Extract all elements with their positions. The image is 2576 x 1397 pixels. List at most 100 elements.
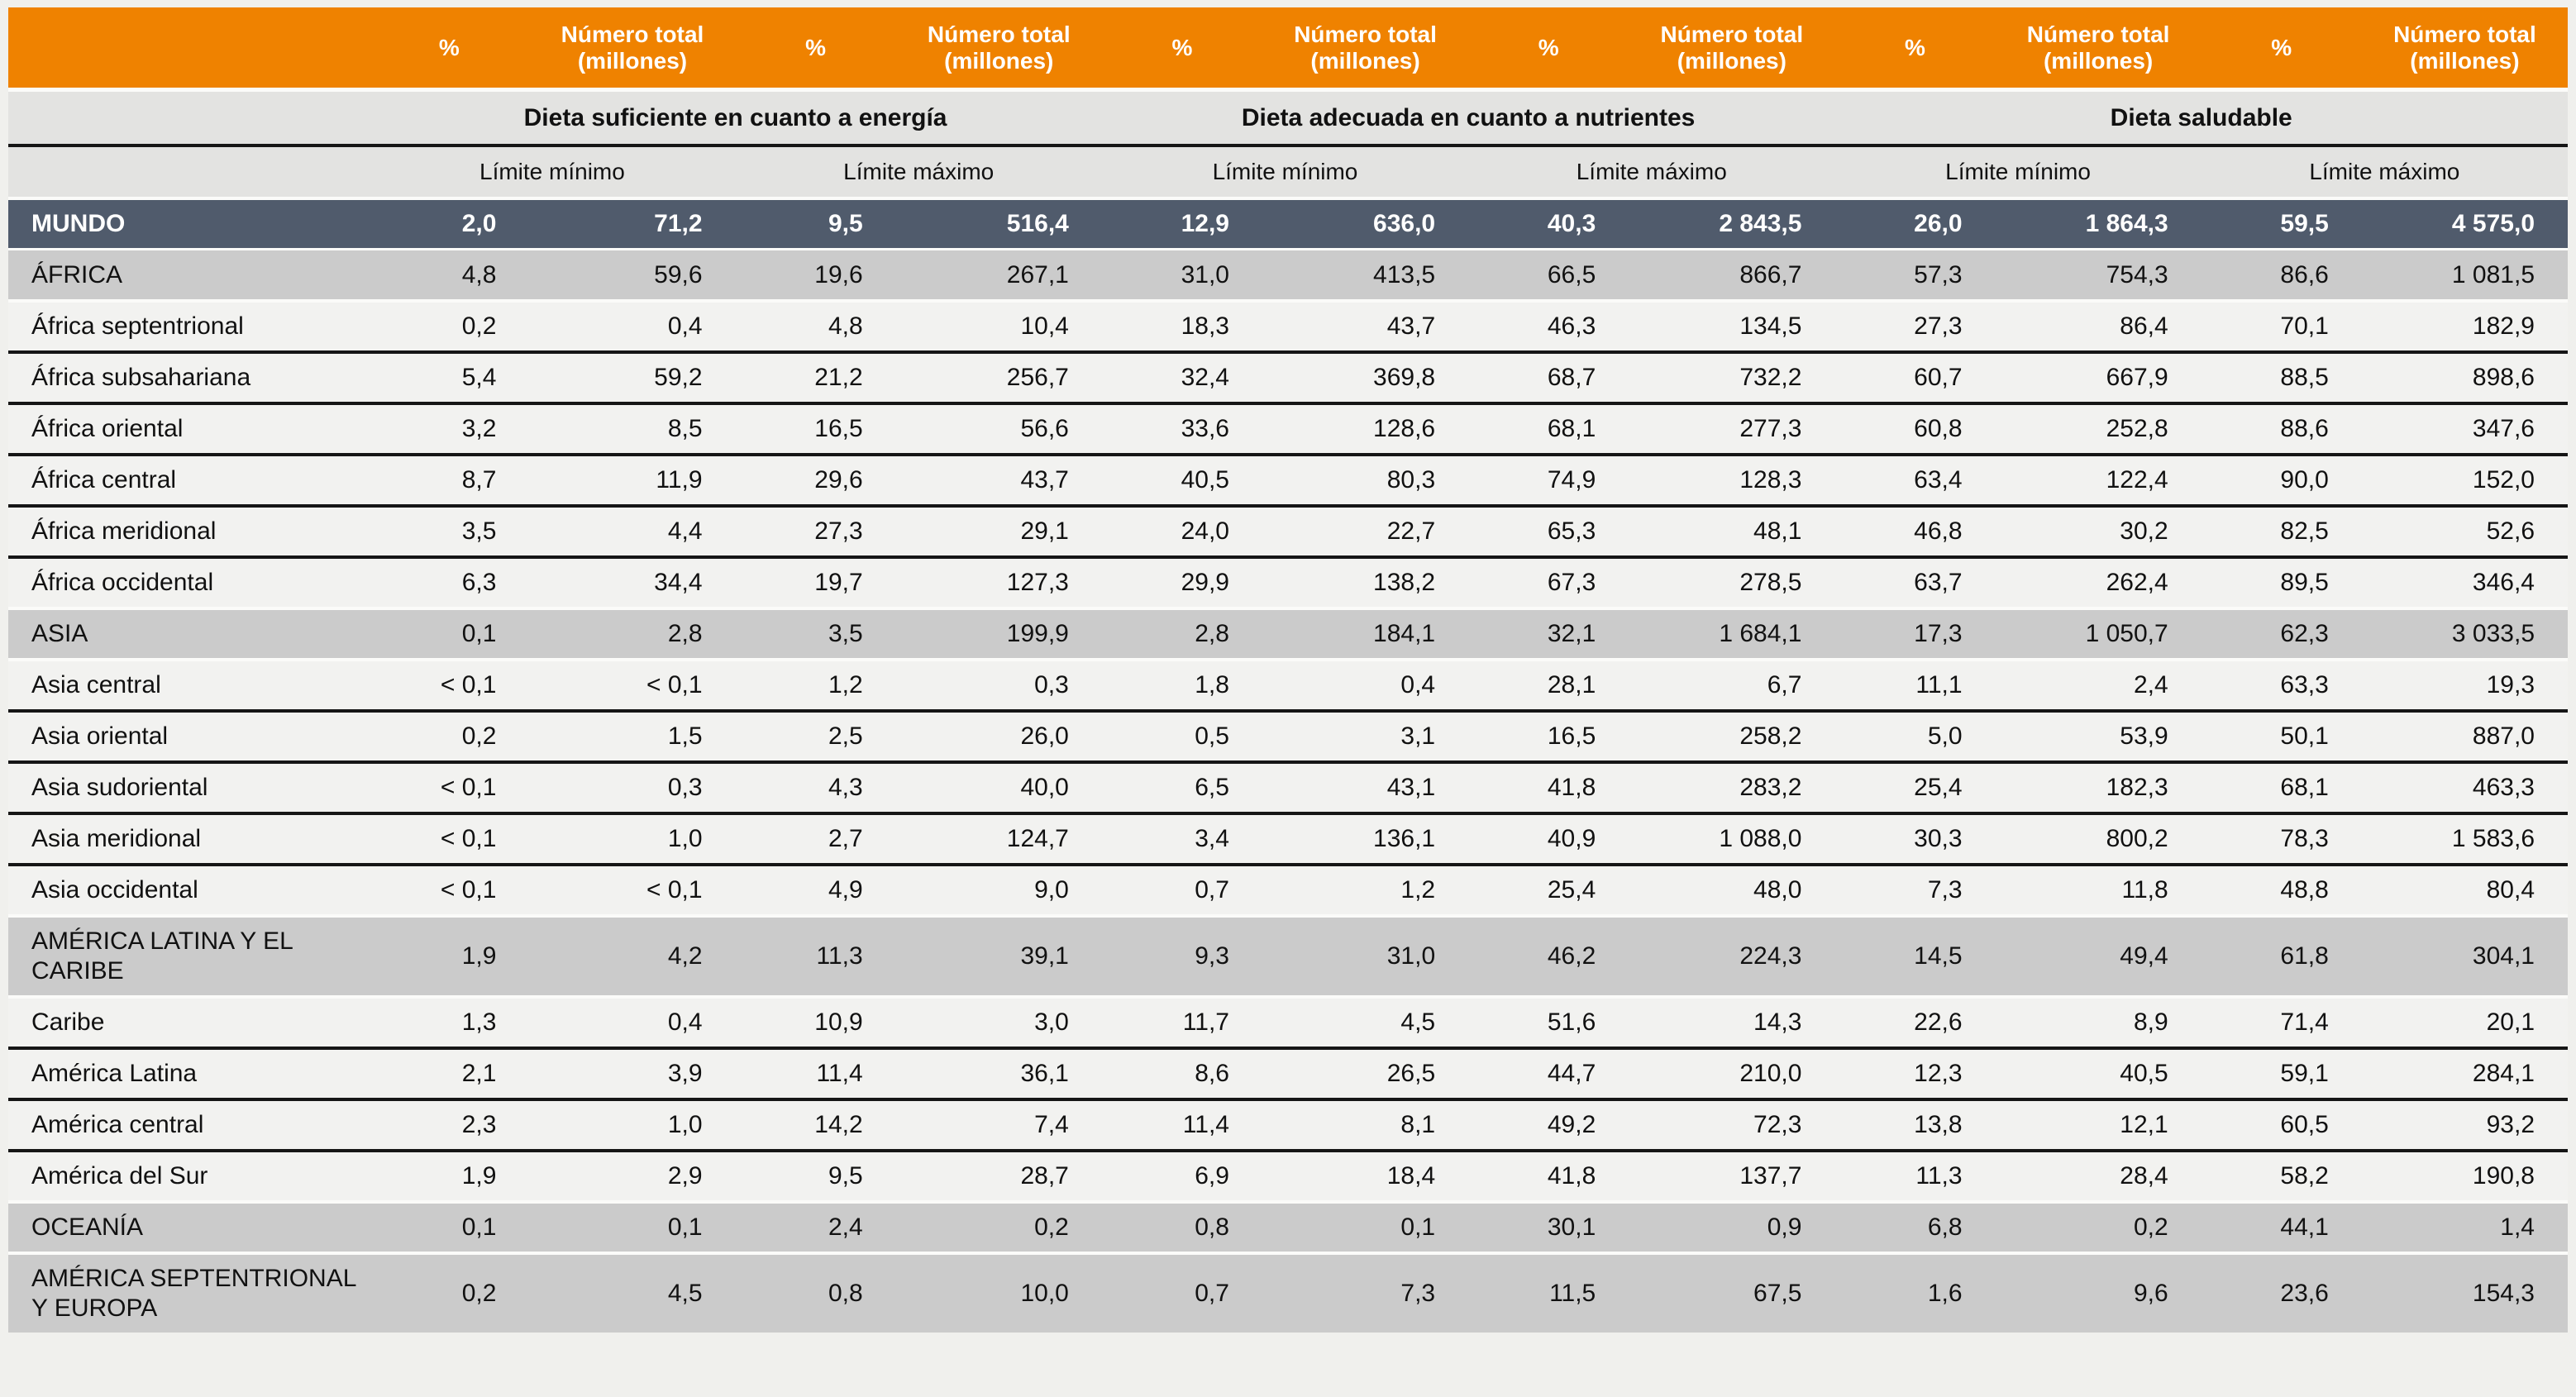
value-cell: 20,1 (2361, 995, 2568, 1047)
value-cell: 40,3 (1468, 197, 1629, 248)
value-cell: 31,0 (1262, 914, 1469, 995)
table-row: África meridional 3,5 4,4 27,3 29,1 24,0 22,7 6… (8, 504, 2568, 555)
value-cell: 6,9 (1101, 1149, 1262, 1200)
value-cell: 27,3 (735, 504, 896, 555)
value-cell: 63,4 (1834, 453, 1996, 504)
percent-header: % (369, 7, 530, 88)
value-cell: 0,5 (1101, 709, 1262, 760)
row-label: África subsahariana (8, 350, 370, 402)
value-cell: 59,2 (529, 350, 736, 402)
value-cell: 89,5 (2201, 555, 2362, 607)
group-header-healthy: Dieta saludable (1834, 88, 2568, 144)
value-cell: 9,3 (1101, 914, 1262, 995)
value-cell: 304,1 (2361, 914, 2568, 995)
value-cell: 74,9 (1468, 453, 1629, 504)
value-cell: 41,8 (1468, 760, 1629, 812)
value-cell: 4,2 (529, 914, 736, 995)
value-cell: 48,0 (1629, 863, 1835, 914)
value-cell: 1,6 (1834, 1252, 1996, 1333)
value-cell: 7,3 (1262, 1252, 1469, 1333)
value-cell: 0,3 (895, 658, 1102, 709)
value-cell: 19,6 (735, 248, 896, 299)
value-cell: 2,3 (369, 1098, 530, 1149)
value-cell: 14,5 (1834, 914, 1996, 995)
value-cell: 1 081,5 (2361, 248, 2568, 299)
value-cell: 128,3 (1629, 453, 1835, 504)
value-cell: 887,0 (2361, 709, 2568, 760)
corner-cell (8, 88, 370, 144)
limit-min-header: Límite mínimo (369, 144, 736, 197)
value-cell: 33,6 (1101, 402, 1262, 453)
value-cell: 46,2 (1468, 914, 1629, 995)
value-cell: 11,3 (1834, 1149, 1996, 1200)
value-cell: 1,5 (529, 709, 736, 760)
value-cell: 28,7 (895, 1149, 1102, 1200)
value-cell: 11,9 (529, 453, 736, 504)
value-cell: 190,8 (2361, 1149, 2568, 1200)
row-label: OCEANÍA (8, 1200, 370, 1252)
value-cell: 1,2 (1262, 863, 1469, 914)
value-cell: 78,3 (2201, 812, 2362, 863)
value-cell: 1 583,6 (2361, 812, 2568, 863)
value-cell: 67,5 (1629, 1252, 1835, 1333)
row-label: África meridional (8, 504, 370, 555)
value-cell: 136,1 (1262, 812, 1469, 863)
row-label: América central (8, 1098, 370, 1149)
value-cell: 11,7 (1101, 995, 1262, 1047)
value-cell: 53,9 (1995, 709, 2202, 760)
value-cell: 4,8 (369, 248, 530, 299)
value-cell: 43,1 (1262, 760, 1469, 812)
value-cell: 11,5 (1468, 1252, 1629, 1333)
value-cell: 2,5 (735, 709, 896, 760)
value-cell: 50,1 (2201, 709, 2362, 760)
value-cell: 3,5 (735, 607, 896, 658)
value-cell: 8,1 (1262, 1098, 1469, 1149)
value-cell: 4,5 (1262, 995, 1469, 1047)
value-cell: 0,7 (1101, 863, 1262, 914)
value-cell: 41,8 (1468, 1149, 1629, 1200)
value-cell: 82,5 (2201, 504, 2362, 555)
value-cell: 12,1 (1995, 1098, 2202, 1149)
table-row: América Latina 2,1 3,9 11,4 36,1 8,6 26,5 44,7 2… (8, 1047, 2568, 1098)
value-cell: 68,1 (1468, 402, 1629, 453)
value-cell: 346,4 (2361, 555, 2568, 607)
value-cell: 256,7 (895, 350, 1102, 402)
value-cell: 30,1 (1468, 1200, 1629, 1252)
value-cell: 43,7 (1262, 299, 1469, 350)
value-cell: 44,1 (2201, 1200, 2362, 1252)
value-cell: 3,4 (1101, 812, 1262, 863)
value-cell: 30,2 (1995, 504, 2202, 555)
value-cell: 124,7 (895, 812, 1102, 863)
value-cell: 866,7 (1629, 248, 1835, 299)
value-cell: 52,6 (2361, 504, 2568, 555)
value-cell: 93,2 (2361, 1098, 2568, 1149)
table-row: MUNDO 2,0 71,2 9,5 516,4 12,9 636,0 40,3 2 843,5… (8, 197, 2568, 248)
food-security-diet-cost-table: % Número total (millones) % Número total… (8, 7, 2568, 1333)
value-cell: 10,0 (895, 1252, 1102, 1333)
limit-max-header: Límite máximo (2201, 144, 2568, 197)
value-cell: 26,0 (895, 709, 1102, 760)
value-cell: 3,5 (369, 504, 530, 555)
table-row: ASIA 0,1 2,8 3,5 199,9 2,8 184,1 32,1 1 684,1 17,… (8, 607, 2568, 658)
value-cell: 2,8 (1101, 607, 1262, 658)
corner-cell (8, 144, 370, 197)
value-cell: 19,7 (735, 555, 896, 607)
value-cell: 10,9 (735, 995, 896, 1047)
table-row: África occidental 6,3 34,4 19,7 127,3 29,9 138… (8, 555, 2568, 607)
value-cell: 1,2 (735, 658, 896, 709)
value-cell: 4,8 (735, 299, 896, 350)
value-cell: 1 088,0 (1629, 812, 1835, 863)
total-header: Número total (millones) (529, 7, 736, 88)
value-cell: 9,6 (1995, 1252, 2202, 1333)
row-label: AMÉRICA LATINA Y EL CARIBE (8, 914, 370, 995)
value-cell: 63,3 (2201, 658, 2362, 709)
table-body: MUNDO 2,0 71,2 9,5 516,4 12,9 636,0 40,3 2 843,5… (8, 197, 2568, 1333)
value-cell: 1 050,7 (1995, 607, 2202, 658)
group-header-energy: Dieta suficiente en cuanto a energía (369, 88, 1102, 144)
table-row: Asia oriental 0,2 1,5 2,5 26,0 0,5 3,1 16,5 258,… (8, 709, 2568, 760)
value-cell: 88,6 (2201, 402, 2362, 453)
value-cell: 16,5 (1468, 709, 1629, 760)
value-cell: 7,4 (895, 1098, 1102, 1149)
value-cell: 90,0 (2201, 453, 2362, 504)
value-cell: 4,9 (735, 863, 896, 914)
